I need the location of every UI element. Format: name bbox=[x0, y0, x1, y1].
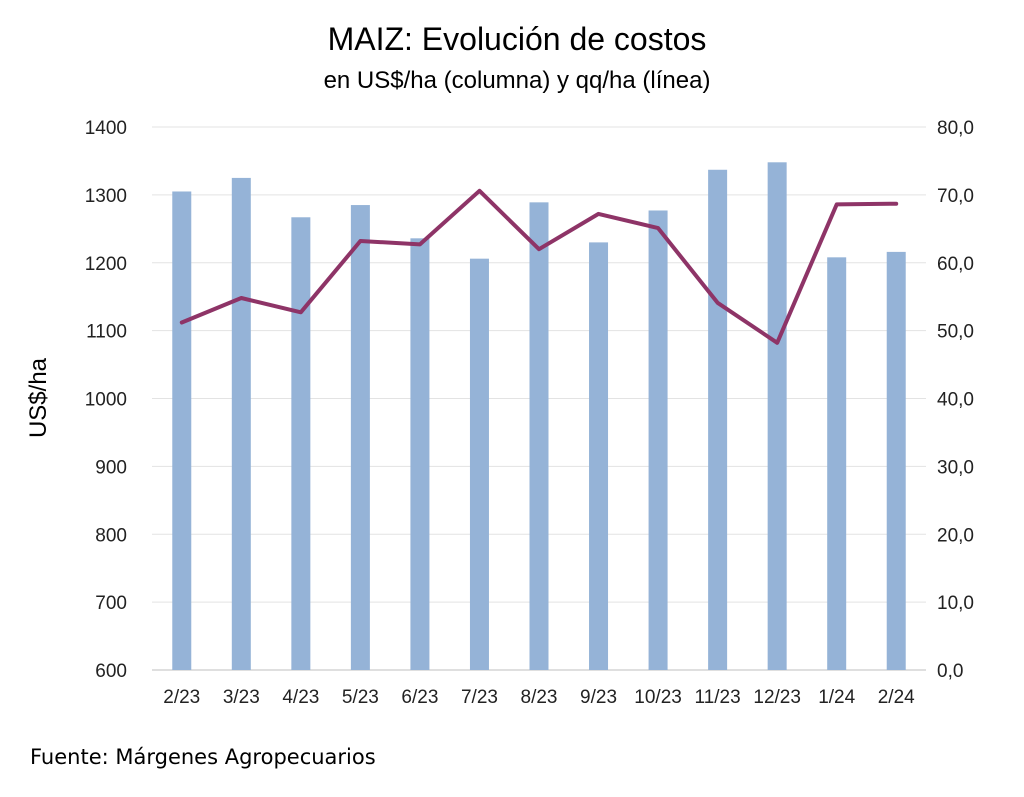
right-tick-label: 60,0 bbox=[937, 254, 974, 275]
y-axis-label: US$/ha bbox=[25, 357, 52, 438]
right-tick-label: 80,0 bbox=[937, 118, 974, 139]
x-tick-label: 10/23 bbox=[634, 687, 682, 708]
right-tick-label: 30,0 bbox=[937, 457, 974, 478]
left-tick-label: 900 bbox=[95, 457, 127, 478]
x-tick-label: 8/23 bbox=[521, 687, 558, 708]
right-tick-label: 10,0 bbox=[937, 593, 974, 614]
chart-title: MAIZ: Evolución de costos bbox=[328, 21, 707, 57]
left-tick-label: 1100 bbox=[86, 322, 127, 343]
left-tick-label: 1000 bbox=[85, 390, 127, 411]
left-tick-label: 1200 bbox=[85, 254, 127, 275]
x-tick-label: 7/23 bbox=[461, 687, 498, 708]
chart-subtitle: en US$/ha (columna) y qq/ha (línea) bbox=[324, 67, 711, 94]
source-note: Fuente: Márgenes Agropecuarios bbox=[30, 745, 376, 769]
left-tick-label: 1300 bbox=[85, 186, 127, 207]
right-axis-ticks: 0,0 10,0 20,0 30,0 40,0 50,0 60,0 70,0 80,0 bbox=[937, 118, 974, 682]
x-tick-label: 6/23 bbox=[401, 687, 438, 708]
x-tick-label: 5/23 bbox=[342, 687, 379, 708]
bar bbox=[767, 162, 787, 671]
left-tick-label: 800 bbox=[95, 525, 127, 546]
bar bbox=[648, 210, 668, 670]
x-tick-label: 12/23 bbox=[753, 687, 801, 708]
left-axis-ticks: 600 700 800 900 1000 1100 1200 1300 1400 bbox=[85, 118, 127, 682]
right-tick-label: 20,0 bbox=[937, 525, 974, 546]
left-tick-label: 600 bbox=[95, 661, 127, 682]
bar bbox=[231, 177, 251, 670]
right-tick-label: 50,0 bbox=[937, 322, 974, 343]
bar bbox=[350, 205, 370, 670]
line-series bbox=[179, 188, 899, 345]
bar bbox=[291, 217, 311, 670]
right-tick-label: 70,0 bbox=[937, 186, 974, 207]
bar bbox=[708, 169, 728, 671]
x-tick-label: 4/23 bbox=[282, 687, 319, 708]
x-tick-label: 11/23 bbox=[695, 687, 741, 708]
bar bbox=[886, 251, 906, 670]
bar bbox=[172, 191, 192, 670]
x-tick-label: 1/24 bbox=[818, 687, 855, 708]
x-tick-label: 2/23 bbox=[163, 687, 200, 708]
x-axis-ticks: 2/23 3/23 4/23 5/23 6/23 7/23 8/23 9/23 10/23 11/… bbox=[163, 687, 915, 708]
bar bbox=[589, 242, 609, 670]
x-tick-label: 3/23 bbox=[223, 687, 260, 708]
left-tick-label: 700 bbox=[95, 593, 127, 614]
bar bbox=[469, 258, 489, 670]
right-tick-label: 0,0 bbox=[937, 661, 963, 682]
series-line bbox=[179, 188, 899, 345]
right-tick-label: 40,0 bbox=[937, 390, 974, 411]
bar bbox=[827, 257, 847, 670]
x-tick-label: 2/24 bbox=[878, 687, 915, 708]
left-tick-label: 1400 bbox=[85, 118, 127, 139]
bar bbox=[529, 202, 549, 670]
x-tick-label: 9/23 bbox=[580, 687, 617, 708]
bar bbox=[410, 238, 430, 670]
bar-series bbox=[172, 162, 906, 671]
